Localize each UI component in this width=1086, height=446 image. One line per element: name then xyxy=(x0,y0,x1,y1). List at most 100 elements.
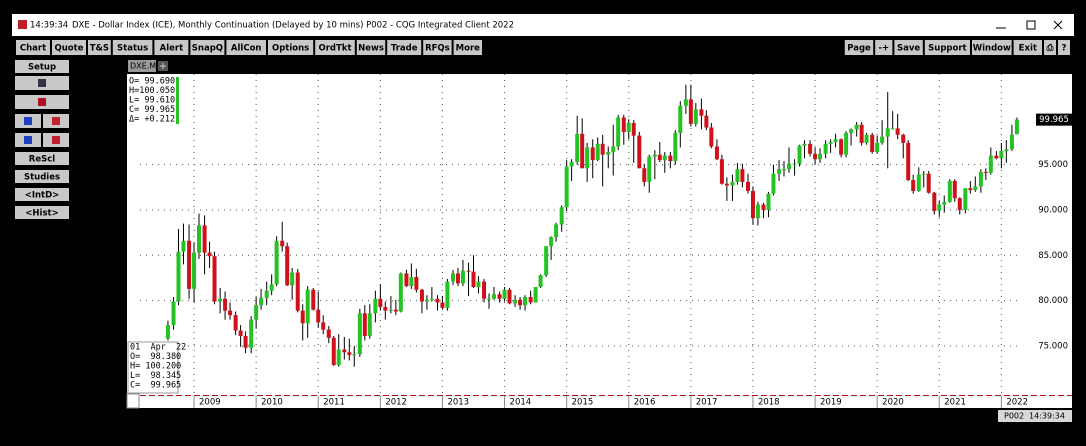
toolbar-button-label: ⎙ xyxy=(1046,43,1055,54)
candle-body xyxy=(833,139,838,142)
chart-tab[interactable] xyxy=(128,60,156,72)
side-button[interactable] xyxy=(15,188,69,201)
candle-body xyxy=(585,147,590,169)
candle-body xyxy=(398,273,403,312)
candle-body xyxy=(786,163,791,170)
candle-body xyxy=(611,146,616,152)
toolbar-button[interactable] xyxy=(112,40,153,55)
x-tick-label: 2010 xyxy=(261,398,283,408)
x-tick-label: 2017 xyxy=(696,398,718,408)
toolbar-button[interactable] xyxy=(387,40,422,55)
candle-body xyxy=(755,204,760,219)
candle-body xyxy=(952,180,957,199)
x-tick-label: 2019 xyxy=(820,398,842,408)
candle-body xyxy=(533,287,538,303)
quote-line: O= 99.690 xyxy=(129,77,175,87)
candle-body xyxy=(916,174,921,191)
candle-body xyxy=(564,166,569,208)
candle-body xyxy=(331,337,336,365)
toolbar-button[interactable] xyxy=(1058,40,1070,55)
x-tick-label: 2020 xyxy=(882,398,904,408)
candle-body xyxy=(238,330,243,336)
toolbar-button[interactable] xyxy=(356,40,386,55)
maximize-button[interactable] xyxy=(1026,20,1036,30)
toolbar-button[interactable] xyxy=(315,40,355,55)
toolbar-button[interactable] xyxy=(190,40,225,55)
toolbar-button[interactable] xyxy=(154,40,189,55)
candle-body xyxy=(445,281,450,308)
toolbar-button[interactable] xyxy=(894,40,923,55)
side-button[interactable] xyxy=(15,60,69,73)
x-tick-label: 2021 xyxy=(944,398,966,408)
candle-body xyxy=(440,302,445,308)
candle-body xyxy=(808,143,813,154)
candle-body xyxy=(963,188,968,210)
side-button[interactable] xyxy=(15,206,69,219)
candle-body xyxy=(233,315,238,331)
toolbar-button[interactable] xyxy=(226,40,266,55)
toolbar-button[interactable] xyxy=(52,40,86,55)
candle-body xyxy=(450,273,455,282)
toolbar-button[interactable] xyxy=(844,40,874,55)
candle-body xyxy=(1014,119,1019,135)
y-tick-label: 95.000 xyxy=(1038,160,1068,170)
candle-body xyxy=(906,142,911,181)
toolbar-button-label: More xyxy=(456,44,480,54)
candle-body xyxy=(766,193,771,210)
toolbar-button[interactable] xyxy=(1013,40,1042,55)
candle-body xyxy=(864,134,869,143)
side-button[interactable] xyxy=(15,170,69,183)
app-icon xyxy=(18,20,27,29)
candle-body xyxy=(455,273,460,284)
candle-body xyxy=(414,277,419,290)
toolbar-button-label: Alert xyxy=(160,44,184,54)
bar-info-line: H= 100.200 xyxy=(130,362,181,372)
candle-body xyxy=(813,153,818,160)
candle-body xyxy=(590,147,595,161)
toolbar-button[interactable] xyxy=(423,40,452,55)
candle-body xyxy=(947,180,952,202)
candle-body xyxy=(678,105,683,133)
candle-body xyxy=(218,298,223,302)
candle-body xyxy=(280,240,285,247)
candle-body xyxy=(409,277,414,287)
x-tick-label: 2015 xyxy=(572,398,594,408)
candle-body xyxy=(269,284,274,291)
toolbar-button[interactable] xyxy=(875,40,893,55)
candle-body xyxy=(435,298,440,303)
toolbar-button[interactable] xyxy=(88,40,111,55)
candle-body xyxy=(735,169,740,182)
candle-body xyxy=(528,297,533,303)
candle-body xyxy=(393,309,398,312)
candle-body xyxy=(497,294,502,299)
candle-body xyxy=(937,204,942,211)
toolbar-button[interactable] xyxy=(268,40,314,55)
candle-body xyxy=(326,329,331,338)
candle-body xyxy=(424,299,429,302)
toolbar-button[interactable] xyxy=(16,40,50,55)
side-button[interactable] xyxy=(15,152,69,165)
toolbar-button[interactable] xyxy=(972,40,1012,55)
candle-body xyxy=(880,136,885,143)
quote-line: C= 99.965 xyxy=(129,105,175,115)
toolbar-button[interactable] xyxy=(453,40,482,55)
candle-body xyxy=(631,122,636,136)
candle-body xyxy=(518,299,523,306)
candle-body xyxy=(507,289,512,304)
candle-body xyxy=(212,256,217,302)
toolbar-button[interactable] xyxy=(924,40,970,55)
quote-line: L= 99.610 xyxy=(129,96,175,106)
x-axis-strip xyxy=(127,394,1072,408)
candle-body xyxy=(285,246,290,286)
x-tick-label: 2018 xyxy=(758,398,780,408)
toolbar-button[interactable] xyxy=(1044,40,1056,55)
candle-body xyxy=(782,169,787,171)
toolbar-button-label: SnapQ xyxy=(192,44,223,54)
candle-body xyxy=(890,128,895,130)
chart-tab-label: DXE.M xyxy=(130,62,156,71)
candle-body xyxy=(968,188,973,191)
toolbar: Chart Quote T&S Status Alert SnapQ AllCon Optio… xyxy=(16,40,1070,55)
bar-info-box xyxy=(127,341,179,394)
x-tick-label: 2016 xyxy=(634,398,656,408)
close-button[interactable] xyxy=(1053,20,1063,30)
